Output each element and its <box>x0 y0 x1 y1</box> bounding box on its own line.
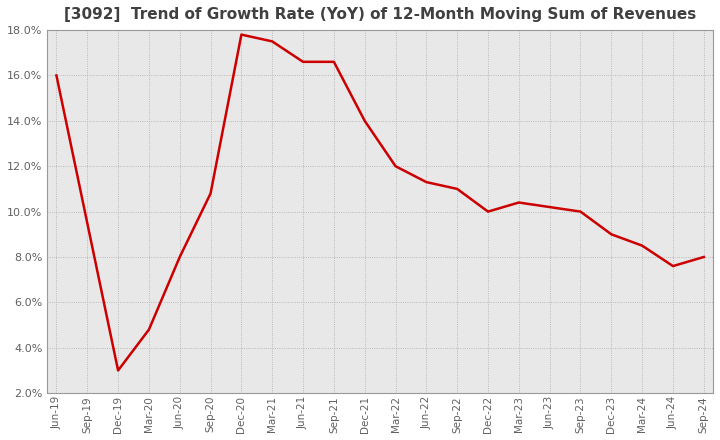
Title: [3092]  Trend of Growth Rate (YoY) of 12-Month Moving Sum of Revenues: [3092] Trend of Growth Rate (YoY) of 12-… <box>64 7 696 22</box>
